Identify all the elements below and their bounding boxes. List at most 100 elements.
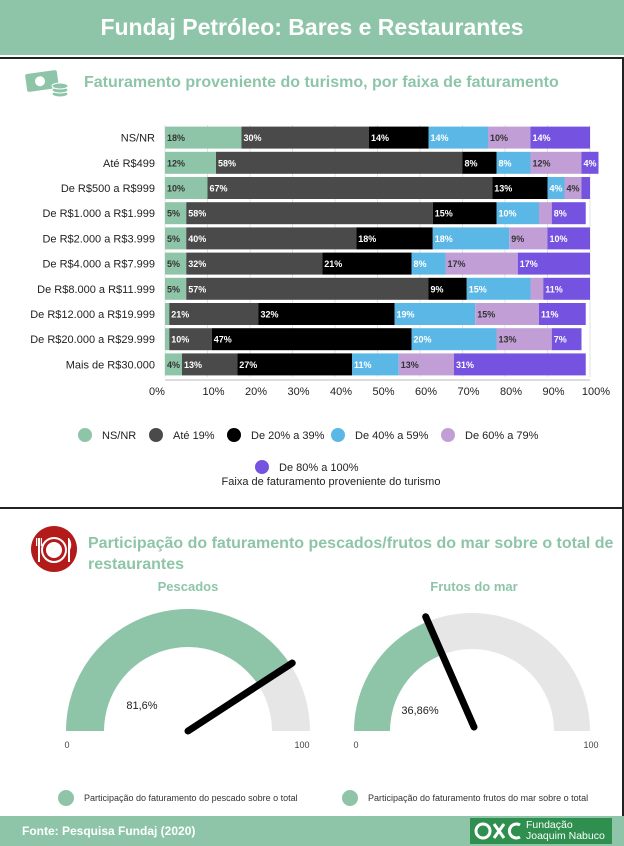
legend-label: De 60% a 79% bbox=[465, 430, 539, 442]
bar-segment bbox=[547, 177, 565, 199]
fundaj-logo-text: Fundação Joaquim Nabuco bbox=[526, 820, 605, 842]
bar-data-label: 9% bbox=[431, 284, 444, 294]
bar-data-label: 10% bbox=[490, 133, 508, 143]
legend-label: NS/NR bbox=[102, 430, 136, 442]
bar-segment bbox=[211, 328, 412, 351]
y-category-label: De R$8.000 a R$11.999 bbox=[37, 284, 155, 296]
bar-segment bbox=[182, 353, 238, 376]
bar-data-label: 13% bbox=[494, 184, 512, 194]
bar-data-label: 13% bbox=[184, 360, 202, 370]
bar-segment bbox=[186, 227, 357, 250]
bar-data-label: 13% bbox=[401, 360, 419, 370]
bar-data-label: 5% bbox=[167, 209, 180, 219]
bar-data-label: 67% bbox=[210, 184, 228, 194]
bar-data-label: 5% bbox=[167, 284, 180, 294]
bar-data-label: 31% bbox=[456, 360, 474, 370]
stacked-bar-chart: 0% 10% 20% 30% 40% 50% 60% 70% 80% 90% 100% NS/NR 18… bbox=[30, 125, 610, 488]
section-title-seafood-line1: Participação do faturamento pescados/fru… bbox=[88, 535, 614, 552]
bar-data-label: 20% bbox=[414, 335, 432, 345]
bar-segment bbox=[539, 303, 586, 325]
x-tick-label: 10% bbox=[202, 386, 224, 398]
gauge-pescados-fill bbox=[66, 609, 291, 731]
bar-data-label: 58% bbox=[188, 209, 206, 219]
bar-segment bbox=[492, 177, 548, 199]
bar-data-label: 40% bbox=[188, 234, 206, 244]
bar-segment bbox=[551, 328, 582, 351]
gauge-pescados-max: 100 bbox=[294, 740, 309, 750]
bar-segment bbox=[551, 202, 586, 225]
bar-segment bbox=[356, 227, 433, 250]
section-title-tourism: Faturamento proveniente do turismo, por … bbox=[84, 74, 559, 91]
bar-data-label: 21% bbox=[324, 259, 342, 269]
x-tick-label: 30% bbox=[287, 386, 309, 398]
gauge-pescados-min: 0 bbox=[64, 740, 69, 750]
money-icon bbox=[25, 70, 69, 98]
y-category-label: De R$1.000 a R$1.999 bbox=[42, 208, 155, 220]
bar-segment bbox=[530, 126, 590, 149]
y-category-label: De R$12.000 a R$19.999 bbox=[30, 309, 155, 321]
bar-segment bbox=[165, 227, 187, 250]
x-tick-label: 50% bbox=[372, 386, 394, 398]
legend-marker bbox=[441, 428, 455, 442]
bar-segment bbox=[411, 328, 497, 351]
bar-data-label: 18% bbox=[435, 234, 453, 244]
x-tick-label: 90% bbox=[542, 386, 564, 398]
section-border-right bbox=[622, 57, 624, 507]
x-tick-label: 60% bbox=[415, 386, 437, 398]
gauge-pescados-value: 81,6% bbox=[126, 700, 157, 712]
bar-segment bbox=[169, 328, 212, 351]
gauge-frutos-min: 0 bbox=[353, 740, 358, 750]
bar-data-label: 11% bbox=[541, 310, 559, 320]
bar-data-label: 18% bbox=[167, 133, 185, 143]
bar-data-label: 4% bbox=[567, 184, 580, 194]
gauge-pescados-needle bbox=[184, 659, 296, 735]
bar-segment bbox=[432, 227, 510, 250]
bar-segment bbox=[411, 252, 446, 275]
y-category-label: Até R$499 bbox=[103, 158, 155, 170]
legend-label: Até 19% bbox=[173, 430, 215, 442]
bar-data-label: 10% bbox=[550, 234, 568, 244]
gauge-frutos-value: 36,86% bbox=[401, 705, 439, 717]
bar-data-label: 10% bbox=[167, 184, 185, 194]
bar-data-label: 17% bbox=[448, 259, 466, 269]
dinner-plate-icon bbox=[31, 526, 77, 572]
legend-marker bbox=[227, 428, 241, 442]
bar-data-label: 11% bbox=[545, 284, 563, 294]
bar-segment bbox=[169, 303, 259, 325]
x-tick-label: 70% bbox=[457, 386, 479, 398]
bar-segment bbox=[216, 151, 463, 174]
bar-segment bbox=[258, 303, 395, 325]
y-category-label: De R$20.000 a R$29.999 bbox=[30, 334, 155, 346]
bar-segment bbox=[186, 277, 429, 300]
logo-line1: Fundação bbox=[526, 819, 573, 831]
gauge-frutos-legend: Participação do faturamento frutos do ma… bbox=[368, 793, 588, 803]
bar-data-label: 11% bbox=[354, 360, 372, 370]
bar-segment bbox=[530, 151, 582, 174]
bar-segment bbox=[394, 303, 476, 325]
gauge-pescados-title: Pescados bbox=[158, 579, 219, 594]
x-axis-title: Faixa de faturamento proveniente do turi… bbox=[222, 476, 441, 488]
bar-data-label: 13% bbox=[499, 335, 517, 345]
bar-data-label: 10% bbox=[499, 209, 517, 219]
bar-data-label: 47% bbox=[214, 335, 232, 345]
bar-data-label: 58% bbox=[218, 158, 236, 168]
x-tick-label: 40% bbox=[330, 386, 352, 398]
legend-marker bbox=[255, 460, 269, 474]
page-title: Fundaj Petróleo: Bares e Restaurantes bbox=[0, 0, 624, 55]
bar-data-label: 12% bbox=[533, 158, 551, 168]
bar-data-label: 8% bbox=[554, 209, 567, 219]
fundaj-logo: Fundação Joaquim Nabuco bbox=[470, 818, 612, 844]
bar-data-label: 4% bbox=[584, 158, 597, 168]
bar-data-label: 12% bbox=[167, 158, 185, 168]
bar-data-label: 10% bbox=[171, 335, 189, 345]
x-tick-label: 100% bbox=[582, 386, 610, 398]
x-tick-label: 80% bbox=[500, 386, 522, 398]
gauge-frutos-max: 100 bbox=[583, 740, 598, 750]
footer-source: Fonte: Pesquisa Fundaj (2020) bbox=[22, 824, 196, 838]
bar-data-label: 57% bbox=[188, 284, 206, 294]
gauge-pescados-legend: Participação do faturamento do pescado s… bbox=[84, 793, 298, 803]
bar-segment bbox=[428, 126, 488, 149]
x-tick-label: 0% bbox=[149, 386, 165, 398]
bar-segment bbox=[165, 303, 170, 325]
bar-segment bbox=[462, 151, 497, 174]
